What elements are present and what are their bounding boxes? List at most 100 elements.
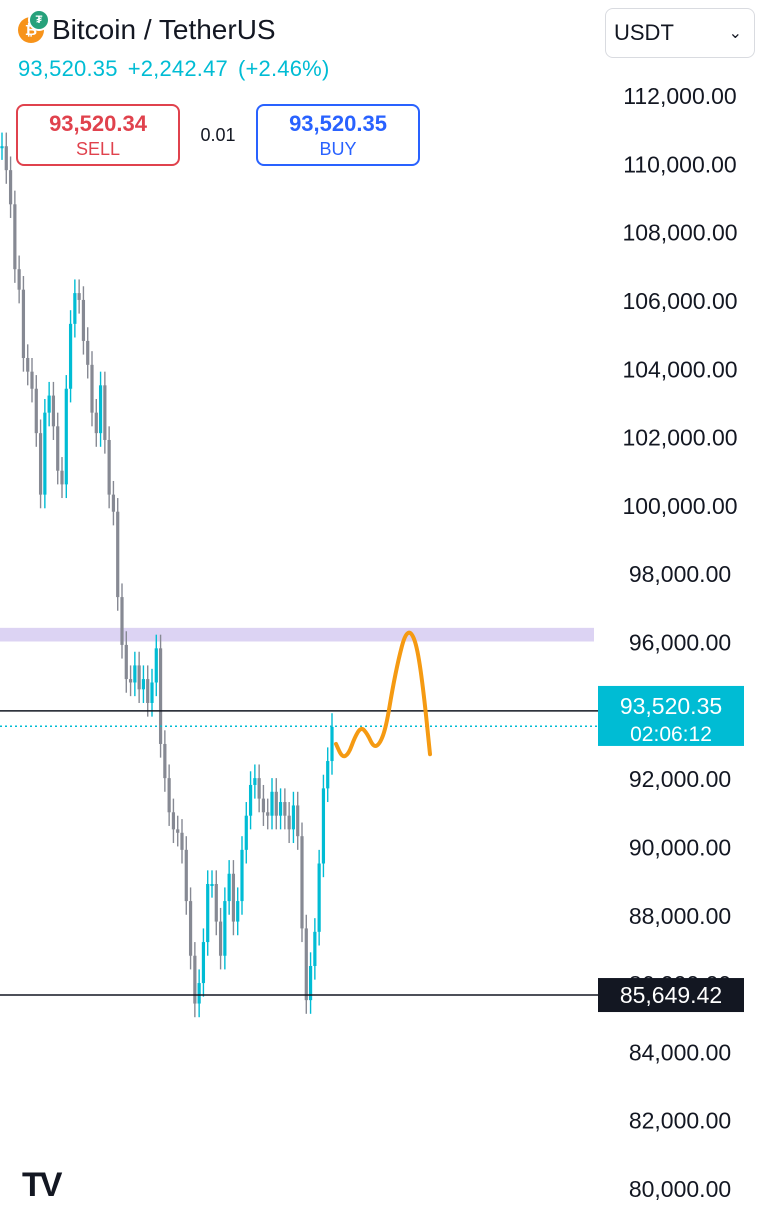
price-candle xyxy=(30,371,34,389)
price-candle xyxy=(283,802,287,816)
price-candle xyxy=(278,802,283,816)
price-candle xyxy=(116,511,120,598)
symbol-header: ₿ ₮ Bitcoin / TetherUS 93,520.35 +2,242.47… xyxy=(18,9,329,82)
price-candle xyxy=(64,388,68,485)
sell-price: 93,520.34 xyxy=(49,110,147,136)
price-candle xyxy=(158,648,163,744)
price-candle xyxy=(86,340,90,365)
buy-price: 93,520.35 xyxy=(289,110,387,136)
price-candle xyxy=(253,778,257,785)
price-candle xyxy=(38,433,43,495)
price-candle xyxy=(103,385,107,440)
price-candle xyxy=(266,812,270,816)
price-axis[interactable]: 112,000.00 110,000.00 108,000.00 106,000.00… xyxy=(622,83,737,1200)
price-candle xyxy=(141,679,146,690)
price-candle xyxy=(184,849,188,902)
y-tick-label: 88,000.00 xyxy=(629,903,731,929)
symbol-title: Bitcoin / TetherUS xyxy=(52,14,276,45)
price-candle xyxy=(321,788,326,864)
tether-icon: ₮ xyxy=(28,9,50,31)
price-candle xyxy=(90,364,94,413)
y-tick-label: 96,000.00 xyxy=(629,630,731,656)
buy-button[interactable]: 93,520.35 BUY xyxy=(256,104,420,166)
tradingview-logo-icon: TV xyxy=(22,1166,62,1204)
price-change-percent: (+2.46%) xyxy=(237,56,330,81)
y-tick-label: 102,000.00 xyxy=(622,425,737,451)
price-candle xyxy=(296,805,300,837)
price-candle xyxy=(13,204,17,270)
price-candle xyxy=(68,323,73,389)
price-candle xyxy=(197,983,201,1004)
price-summary: 93,520.35 +2,242.47 (+2.46%) xyxy=(18,56,329,82)
price-candle xyxy=(124,644,128,680)
price-candle xyxy=(77,293,81,300)
price-candle xyxy=(167,778,171,813)
y-tick-label: 98,000.00 xyxy=(629,561,731,587)
price-candle xyxy=(163,743,167,779)
projection-path xyxy=(334,630,432,759)
currency-select[interactable]: USDT ⌄ xyxy=(605,8,755,58)
bitcoin-icon: ₿ ₮ xyxy=(18,9,50,43)
price-candle xyxy=(21,289,26,359)
price-candle xyxy=(107,439,111,495)
price-candle xyxy=(223,901,227,956)
price-candle xyxy=(4,146,8,171)
y-tick-label: 108,000.00 xyxy=(622,220,737,246)
price-candle xyxy=(227,873,231,902)
y-tick-label: 80,000.00 xyxy=(629,1176,731,1200)
buy-label: BUY xyxy=(319,138,357,159)
y-tick-label: 110,000.00 xyxy=(623,151,736,177)
level-label: 85,649.42 xyxy=(620,982,722,1008)
price-candle xyxy=(257,778,261,799)
price-candle xyxy=(300,836,304,929)
current-price-label-countdown: 02:06:12 xyxy=(630,723,712,746)
price-candle xyxy=(81,299,86,341)
price-candle xyxy=(274,791,278,816)
currency-value: USDT xyxy=(614,20,674,45)
price-candle xyxy=(287,815,291,830)
price-candle xyxy=(43,412,47,495)
price-candle xyxy=(236,901,240,922)
price-candle xyxy=(171,812,176,830)
level-label-box xyxy=(598,978,744,1013)
sell-button[interactable]: 93,520.34 SELL xyxy=(16,104,180,166)
spread-value: 0.01 xyxy=(200,124,236,145)
y-tick-label: 112,000.00 xyxy=(623,83,736,109)
price-candle xyxy=(188,901,193,956)
price-candle xyxy=(313,931,317,966)
y-tick-label: 104,000.00 xyxy=(622,356,737,382)
chevron-down-icon: ⌄ xyxy=(728,25,742,42)
price-candle xyxy=(154,648,158,683)
y-tick-label: 84,000.00 xyxy=(629,1039,731,1065)
price-candle xyxy=(73,293,77,324)
price-candle xyxy=(128,679,133,683)
price-candle xyxy=(47,395,51,413)
price-change: +2,242.47 xyxy=(127,56,228,81)
price-candle xyxy=(240,849,244,902)
price-candle xyxy=(270,791,274,816)
last-price: 93,520.35 xyxy=(18,56,118,81)
price-candle xyxy=(201,942,206,984)
price-candle xyxy=(304,928,308,1001)
price-candle xyxy=(291,805,296,830)
y-tick-label: 92,000.00 xyxy=(629,766,731,792)
price-candle xyxy=(60,470,64,485)
price-candle xyxy=(248,784,253,816)
price-candle xyxy=(133,665,137,683)
resistance-zone xyxy=(0,627,594,642)
y-tick-label: 90,000.00 xyxy=(629,834,731,860)
price-candle xyxy=(180,832,184,850)
price-candle xyxy=(308,965,313,1001)
price-candle xyxy=(146,679,150,703)
price-candle xyxy=(111,494,116,512)
y-tick-label: 106,000.00 xyxy=(622,288,737,314)
price-candle xyxy=(218,921,223,956)
sell-label: SELL xyxy=(75,138,121,159)
price-candle xyxy=(34,388,38,434)
price-candle xyxy=(176,829,180,833)
price-candle xyxy=(261,798,266,813)
price-candle xyxy=(150,682,154,703)
price-candle xyxy=(317,863,321,932)
